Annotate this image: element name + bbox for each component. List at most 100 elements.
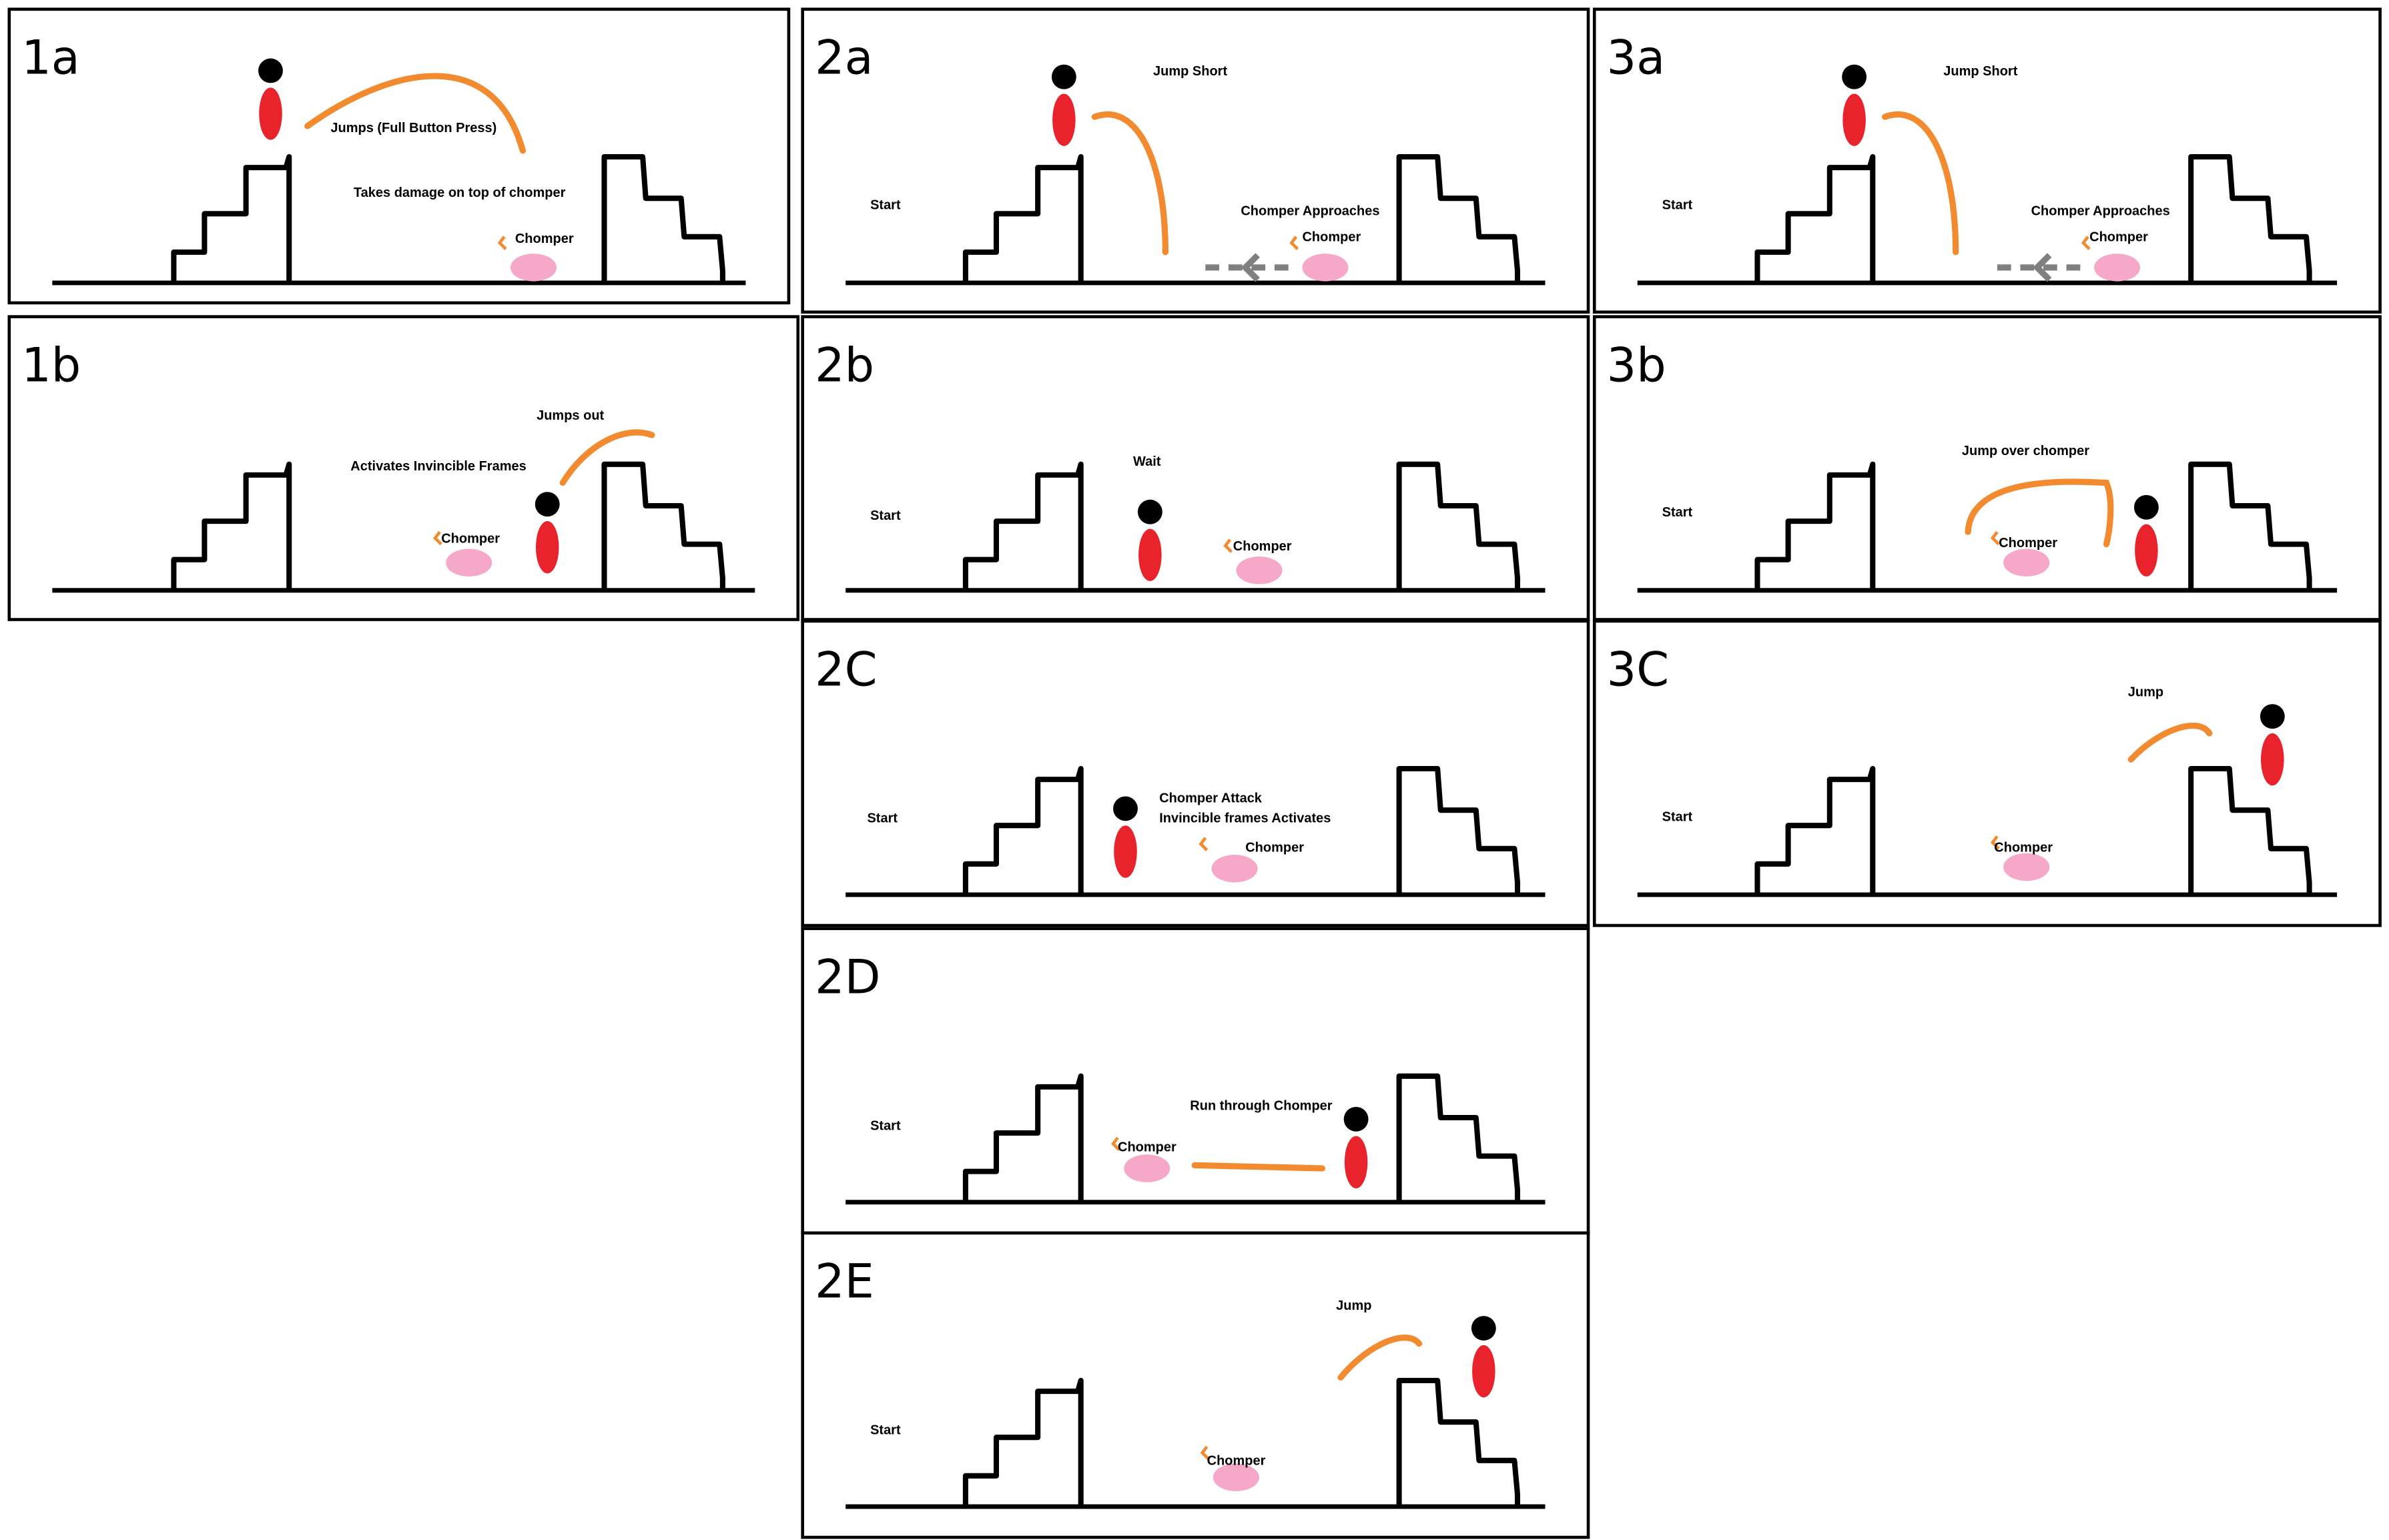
player-head	[1137, 499, 1162, 524]
chomper-enemy	[1236, 556, 1283, 585]
text-action: Run through Chomper	[1190, 1098, 1333, 1113]
text-chomper: Chomper	[1118, 1140, 1176, 1155]
text-action: Jump Short	[1153, 64, 1227, 79]
text-chomper: Chomper	[1207, 1454, 1266, 1469]
left-staircase	[1754, 461, 1876, 591]
chomper-mark	[432, 530, 442, 546]
chomper-mark	[497, 236, 507, 250]
left-staircase	[171, 153, 292, 283]
chomper-mark	[1200, 1445, 1210, 1461]
panel-frame	[7, 315, 800, 621]
panel-frame	[801, 315, 1590, 621]
text-start: Start	[870, 1423, 901, 1438]
left-staircase	[171, 461, 292, 591]
chomper-enemy	[2003, 853, 2050, 881]
panel-2a: 2a Start Jump Short Chomper Approaches Chomp…	[801, 7, 1590, 314]
text-start: Start	[870, 508, 901, 523]
player-head	[258, 58, 283, 83]
panel-frame	[801, 1231, 1590, 1539]
panel-2d: 2D Start Run through Chomper Chomper	[801, 927, 1590, 1235]
player-head	[535, 492, 560, 517]
panel-3a: 3a Start Jump Short Chomper Approaches Chomp…	[1592, 7, 2382, 314]
chomper-mark	[1223, 538, 1233, 553]
panel-1b: 1b Jumps out Activates Invincible Frames Ch…	[7, 315, 800, 621]
left-staircase	[1754, 153, 1876, 283]
text-start: Start	[1662, 505, 1693, 520]
text-action: Jumps out	[537, 408, 604, 423]
panel-label: 2b	[815, 338, 874, 392]
left-staircase	[962, 153, 1084, 283]
text-start: Start	[1662, 198, 1693, 212]
right-staircase	[1396, 1377, 1521, 1507]
left-staircase	[1754, 765, 1876, 895]
panel-1a: 1a Jumps (Full Button Press) Takes damage …	[7, 7, 791, 305]
text-chomper: Chomper	[1994, 840, 2053, 855]
text-start: Start	[870, 1118, 901, 1133]
player-head	[2133, 494, 2159, 520]
panel-frame	[7, 7, 791, 305]
arrow-head	[2033, 253, 2052, 282]
panel-frame	[1592, 7, 2382, 314]
chomper-enemy	[1213, 1463, 1259, 1491]
player-head	[1471, 1316, 1496, 1341]
left-staircase	[962, 1073, 1084, 1202]
player-body	[2135, 524, 2158, 576]
panel-frame	[801, 927, 1590, 1235]
player-body	[1052, 93, 1076, 146]
panel-label: 3a	[1607, 31, 1665, 85]
chomper-enemy	[1302, 254, 1349, 282]
right-staircase	[2188, 153, 2312, 283]
right-staircase	[1396, 461, 1521, 591]
panel-2e: 2E Start Jump Chomper	[801, 1231, 1590, 1539]
chomper-enemy	[510, 254, 557, 282]
text-action: Chomper Attack	[1159, 791, 1263, 806]
panel-label: 2D	[815, 949, 880, 1004]
chomper-enemy	[446, 548, 492, 576]
jump-arc	[559, 429, 655, 486]
text-note: Activates Invincible Frames	[350, 459, 526, 474]
jump-arc	[1091, 111, 1169, 256]
arrow-head	[1241, 253, 1260, 282]
right-staircase	[2188, 765, 2312, 895]
chomper-enemy	[1211, 855, 1258, 883]
text-chomper: Chomper	[1245, 840, 1304, 855]
player-head	[1842, 64, 1867, 89]
panel-label: 2a	[815, 31, 873, 85]
player-body	[259, 87, 282, 140]
jump-arc	[304, 73, 527, 154]
player-head	[2260, 704, 2285, 729]
right-staircase	[1396, 1073, 1521, 1202]
chomper-mark	[1990, 530, 2000, 546]
panel-3c: 3C Start Jump Chomper	[1592, 619, 2382, 927]
text-chomper: Chomper	[2089, 230, 2148, 245]
text-start: Start	[1662, 809, 1693, 824]
player-head	[1343, 1106, 1369, 1132]
chomper-mark	[1199, 837, 1209, 851]
chomper-enemy	[2094, 254, 2141, 282]
panel-frame	[801, 619, 1590, 927]
jump-arc	[1882, 111, 1959, 256]
chomper-mark	[2081, 236, 2091, 250]
text-chomper: Chomper	[515, 232, 574, 246]
panel-label: 3C	[1607, 643, 1669, 697]
text-note: Takes damage on top of chomper	[354, 185, 566, 200]
text-note: Chomper Approaches	[1241, 204, 1379, 219]
chomper-enemy	[1124, 1154, 1170, 1182]
text-chomper: Chomper	[1302, 230, 1361, 245]
player-body	[1114, 825, 1137, 878]
right-staircase	[1396, 765, 1521, 895]
left-staircase	[962, 765, 1084, 895]
player-body	[1138, 528, 1162, 581]
panel-label: 2C	[815, 643, 877, 697]
panel-2c: 2C Start Chomper Attack Invincible frames A…	[801, 619, 1590, 927]
player-head	[1113, 796, 1138, 821]
chomper-mark	[1289, 236, 1299, 250]
right-staircase	[2188, 461, 2312, 591]
player-head	[1051, 64, 1076, 89]
text-action: Jump over chomper	[1962, 444, 2089, 458]
player-body	[1842, 93, 1866, 146]
right-staircase	[1396, 153, 1521, 283]
jump-arc	[2127, 722, 2213, 763]
text-chomper: Chomper	[1999, 536, 2057, 550]
